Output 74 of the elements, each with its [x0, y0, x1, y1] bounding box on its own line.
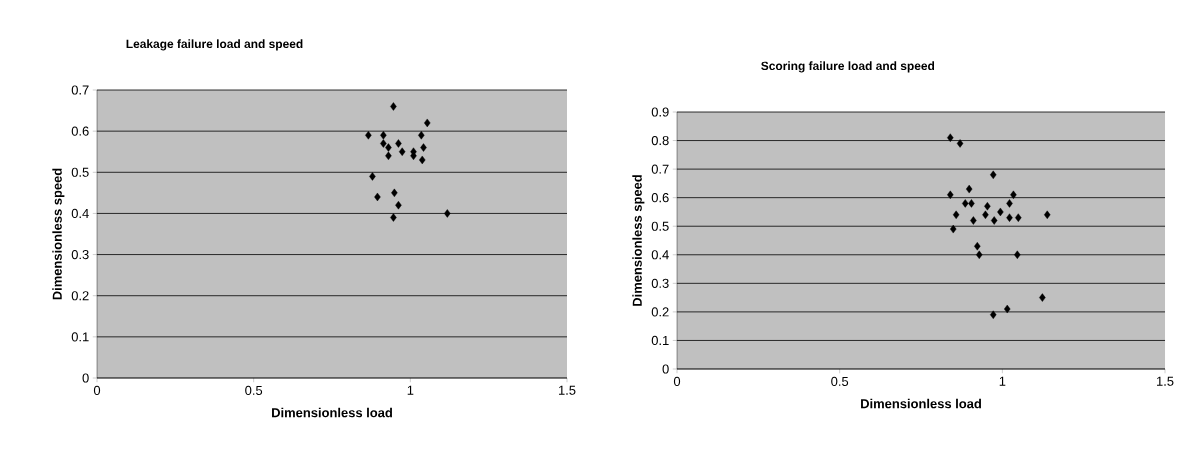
point [365, 131, 372, 140]
y-tick-label: 0.2 [71, 291, 89, 301]
y-tick-label: 0.5 [651, 221, 669, 231]
x-tick-label: 1 [407, 385, 414, 395]
point [956, 139, 964, 148]
x-tick-label: 0.5 [831, 376, 849, 386]
point [385, 143, 392, 152]
point [1004, 304, 1011, 314]
y-tick-label: 0.4 [71, 208, 89, 219]
y-tick-label: 0.6 [651, 193, 669, 203]
point [962, 199, 969, 208]
y-tick-label: 0.1 [71, 332, 89, 342]
point [391, 188, 398, 198]
point [968, 199, 975, 208]
point [982, 210, 989, 219]
x-tick-label: 1.5 [558, 385, 576, 395]
y-tick-label: 0.3 [71, 249, 89, 260]
point [374, 192, 381, 202]
y-tick-label: 0.6 [71, 126, 89, 136]
point [395, 139, 402, 148]
y-tick-label: 0.1 [651, 335, 669, 346]
point [398, 147, 406, 156]
chart-title: Leakage failure load and speed [126, 39, 303, 51]
point [1044, 210, 1051, 219]
point [390, 213, 397, 222]
point [974, 242, 981, 251]
y-tick-label: 0.8 [651, 135, 669, 146]
point [395, 201, 402, 210]
point [380, 139, 387, 148]
point [990, 170, 997, 180]
point [1015, 213, 1022, 222]
point [419, 155, 426, 165]
x-tick-label: 0 [673, 376, 681, 386]
x-tick-label: 0 [93, 385, 101, 395]
y-tick-label: 0.4 [651, 250, 669, 260]
y-axis-title: Dimensionless speed [632, 175, 645, 306]
point [997, 207, 1004, 217]
point [369, 172, 376, 181]
point [950, 224, 957, 234]
point [952, 210, 960, 219]
point [390, 102, 397, 111]
y-tick-label: 0.9 [651, 107, 669, 117]
x-tick-label: 1 [999, 376, 1006, 386]
point [444, 209, 451, 218]
point [976, 250, 983, 259]
x-tick-label: 1.5 [1157, 376, 1174, 386]
y-tick-label: 0 [662, 364, 669, 374]
point [1006, 199, 1013, 208]
x-axis-title: Dimensionless load [272, 407, 392, 418]
point [420, 143, 427, 152]
x-tick-label: 0.5 [245, 385, 263, 395]
point [990, 310, 997, 319]
y-tick-label: 0.7 [651, 164, 669, 174]
point [1014, 250, 1021, 259]
point [970, 216, 977, 225]
point [385, 151, 392, 161]
y-tick-label: 0.5 [71, 167, 89, 177]
y-tick-label: 0.7 [71, 85, 89, 95]
point [984, 202, 991, 211]
point [1039, 293, 1046, 302]
point [991, 216, 998, 225]
point [418, 131, 425, 140]
chart-title: Scoring failure load and speed [761, 61, 935, 73]
x-axis-title: Dimensionless load [861, 398, 981, 409]
y-tick-label: 0.2 [651, 307, 669, 317]
point [1006, 213, 1013, 222]
point [1010, 190, 1017, 200]
y-axis-title: Dimensionless speed [52, 168, 65, 300]
point [947, 133, 954, 142]
point [965, 184, 973, 194]
point [424, 118, 431, 128]
point [947, 190, 954, 200]
y-tick-label: 0.3 [651, 278, 669, 288]
point [380, 131, 387, 140]
